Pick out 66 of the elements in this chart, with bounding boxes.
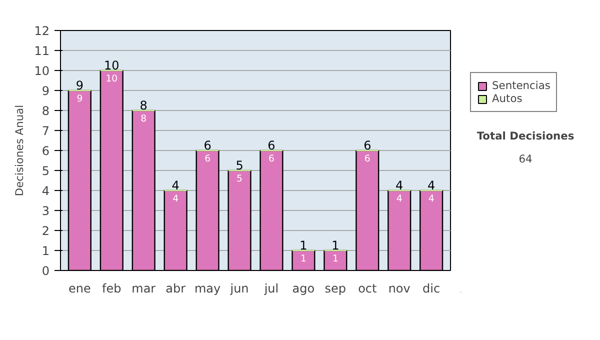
data-label: 1 xyxy=(332,254,338,264)
data-label: 4 xyxy=(428,194,434,204)
y-tick-label: 1 xyxy=(42,244,50,258)
data-label: 6 xyxy=(268,154,275,164)
bar xyxy=(292,250,316,270)
y-tick-label: 11 xyxy=(34,44,50,58)
y-tick-label: 9 xyxy=(42,84,50,98)
x-tick-label: feb xyxy=(102,282,122,296)
text: Total Decisiones xyxy=(476,130,574,142)
bar xyxy=(324,250,348,270)
bar xyxy=(68,90,92,270)
y-tick-label: 10 xyxy=(34,64,50,78)
total-label: 6 xyxy=(364,138,372,152)
y-tick-label: 3 xyxy=(42,204,50,218)
x-tick-label: may xyxy=(194,282,221,296)
bar xyxy=(132,110,156,270)
bar xyxy=(388,190,412,270)
y-tick-label: 12 xyxy=(34,24,50,38)
bar xyxy=(196,150,220,270)
x-tick-label: ene xyxy=(68,282,91,296)
total-label: 9 xyxy=(76,78,84,92)
x-tick-label: oct xyxy=(358,282,377,296)
text: 64 xyxy=(518,152,532,166)
y-tick-label: 8 xyxy=(42,104,50,118)
legend-label: Sentencias xyxy=(492,79,550,92)
total-label: 6 xyxy=(268,138,276,152)
x-tick-label: abr xyxy=(166,282,186,296)
x-tick-label: ago xyxy=(292,282,315,296)
total-label: 10 xyxy=(104,58,120,72)
x-tick-label: dic xyxy=(422,282,440,296)
data-label: 4 xyxy=(396,194,402,204)
data-label: 6 xyxy=(204,154,211,164)
x-tick-label: nov xyxy=(388,282,410,296)
legend-label: Autos xyxy=(492,92,522,105)
total-label: 4 xyxy=(396,178,404,192)
x-tick-label: jul xyxy=(263,282,279,296)
bar xyxy=(356,150,380,270)
bar xyxy=(260,150,284,270)
x-tick-label: mar xyxy=(132,282,156,296)
total-label: 1 xyxy=(332,238,340,252)
y-tick-label: 5 xyxy=(42,164,50,178)
total-label: 8 xyxy=(140,98,148,112)
y-axis-title: Decisiones Anual xyxy=(13,104,26,196)
total-label: 5 xyxy=(236,158,244,172)
data-label: 1 xyxy=(300,254,306,264)
x-tick-label: sep xyxy=(324,282,346,296)
bar xyxy=(420,190,444,270)
bar xyxy=(164,190,188,270)
data-label: 9 xyxy=(76,94,83,104)
data-label: 5 xyxy=(236,174,243,184)
total-label: 4 xyxy=(172,178,180,192)
bar xyxy=(100,70,124,270)
y-tick-label: 6 xyxy=(42,144,50,158)
data-label: 10 xyxy=(106,74,118,84)
y-tick-label: 0 xyxy=(42,264,50,278)
total-label: 4 xyxy=(428,178,436,192)
y-tick-label: 2 xyxy=(42,224,50,238)
data-label: 6 xyxy=(364,154,370,164)
data-label: 4 xyxy=(172,194,179,204)
y-tick-label: 7 xyxy=(42,124,50,138)
total-label: 1 xyxy=(300,238,308,252)
bar xyxy=(228,170,252,270)
y-tick-label: 4 xyxy=(42,184,50,198)
total-label: 6 xyxy=(204,138,212,152)
data-label: 8 xyxy=(140,114,147,124)
x-tick-label: jun xyxy=(229,282,249,296)
